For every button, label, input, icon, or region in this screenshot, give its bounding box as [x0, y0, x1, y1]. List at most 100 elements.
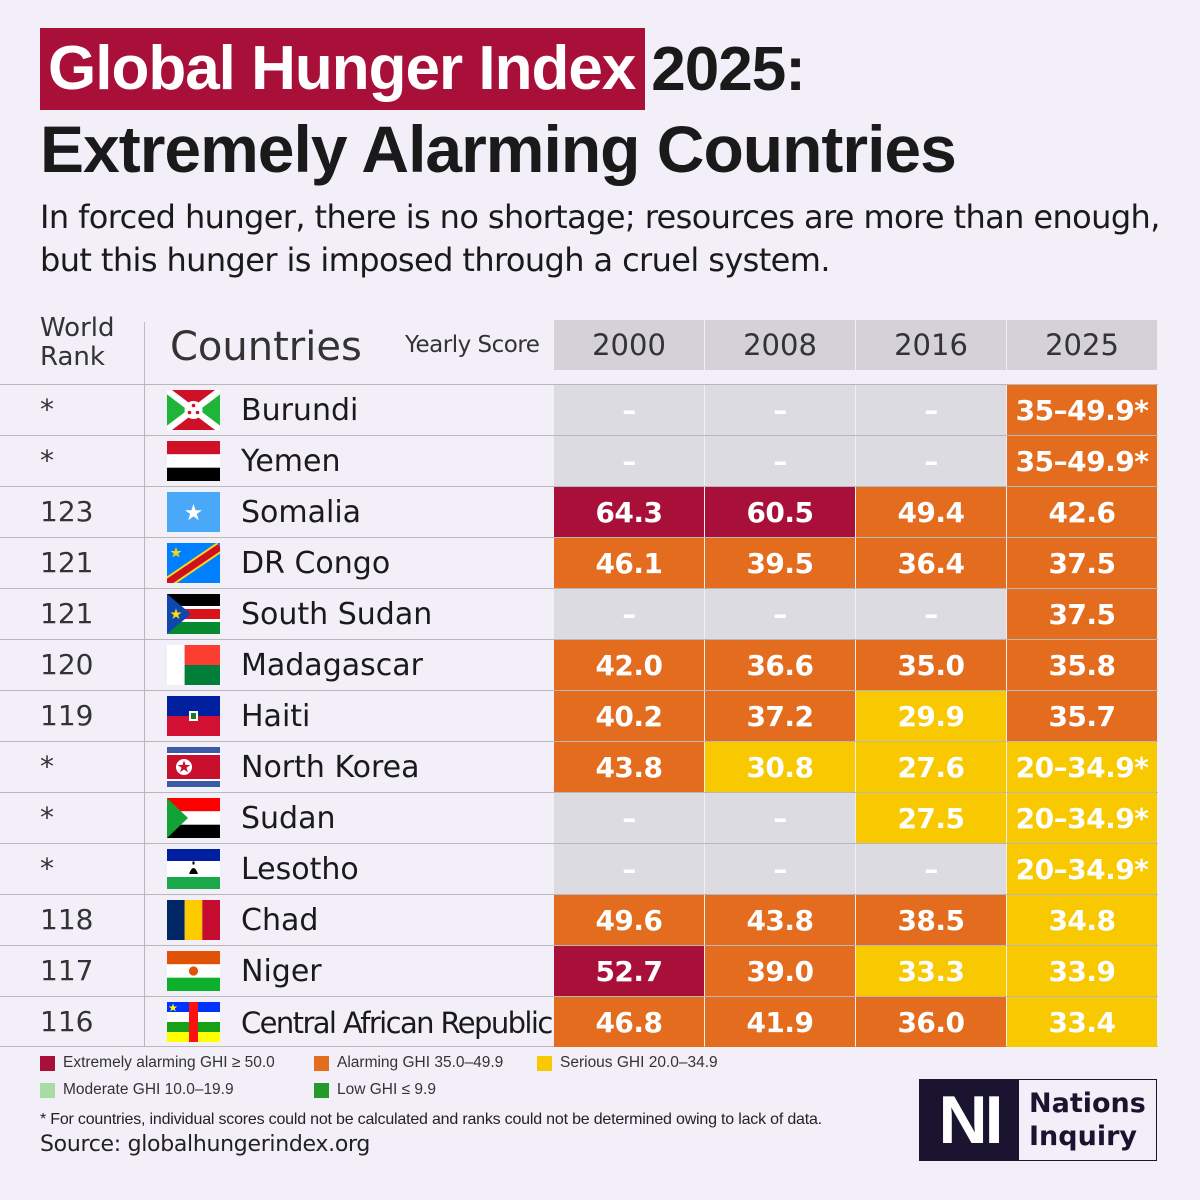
- score-table: * Burundi – – –35–49.9* * Yemen – – –35–49.9* 123 S…: [0, 384, 1158, 1047]
- score-cell-2000: –: [554, 844, 704, 894]
- score-cell-2016: 27.6: [856, 742, 1006, 792]
- score-cell-2008: –: [705, 436, 855, 486]
- world-rank: 117: [40, 954, 94, 987]
- score-cell-2008: 36.6: [705, 640, 855, 690]
- score-cell-2025: 35.8: [1007, 640, 1157, 690]
- score-cell-2008: 39.0: [705, 946, 855, 996]
- table-row: 117 Niger 52.7 39.0 33.3 33.9: [0, 945, 1158, 996]
- header-year-2025: 2025: [1007, 320, 1157, 370]
- legend-swatch: [40, 1082, 55, 1098]
- title-year: 2025:: [651, 34, 806, 104]
- country-name: Lesotho: [241, 852, 359, 887]
- flag-southsudan-icon: [167, 594, 220, 634]
- score-cell-2025: 20–34.9*: [1007, 793, 1157, 843]
- flag-yemen-icon: [167, 441, 220, 481]
- table-row: * Burundi – – –35–49.9*: [0, 384, 1158, 435]
- score-cell-2025: 35.7: [1007, 691, 1157, 741]
- row-divider: [144, 997, 145, 1047]
- header-yearly-score: Yearly Score: [405, 332, 540, 358]
- flag-somalia-icon: [167, 492, 220, 532]
- world-rank: *: [40, 750, 54, 783]
- row-divider: [144, 589, 145, 639]
- row-divider: [144, 946, 145, 996]
- row-divider: [144, 691, 145, 741]
- source: Source: globalhungerindex.org: [40, 1132, 371, 1157]
- table-row: * Yemen – – –35–49.9*: [0, 435, 1158, 486]
- logo-line2: Inquiry: [1029, 1121, 1137, 1152]
- title-highlight: Global Hunger Index: [40, 28, 646, 110]
- footnote: * For countries, individual scores could…: [40, 1111, 822, 1128]
- score-cell-2008: –: [705, 589, 855, 639]
- title-block: Global Hunger Index 2025: Extremely Alar…: [40, 28, 957, 186]
- logo-line1: Nations: [1029, 1088, 1146, 1119]
- score-cell-2008: 60.5: [705, 487, 855, 537]
- score-cell-2016: 38.5: [856, 895, 1006, 945]
- row-divider: [144, 844, 145, 894]
- flag-drcongo-icon: [167, 543, 220, 583]
- country-name: Chad: [241, 903, 319, 938]
- country-name: Madagascar: [241, 648, 423, 683]
- world-rank: 123: [40, 495, 94, 528]
- score-cell-2016: 49.4: [856, 487, 1006, 537]
- flag-madagascar-icon: [167, 645, 220, 685]
- logo-mark: NI: [920, 1080, 1019, 1160]
- score-cell-2016: –: [856, 385, 1006, 435]
- country-name: Niger: [241, 954, 322, 989]
- country-name: Somalia: [241, 495, 362, 530]
- subtitle: In forced hunger, there is no shortage; …: [40, 198, 1160, 279]
- score-cell-2008: 37.2: [705, 691, 855, 741]
- score-cell-2016: 33.3: [856, 946, 1006, 996]
- table-row: 121 South Sudan – – –37.5: [0, 588, 1158, 639]
- header-year-2000: 2000: [554, 320, 704, 370]
- row-divider: [144, 385, 145, 435]
- country-name: Burundi: [241, 393, 359, 428]
- legend-label: Serious GHI 20.0–34.9: [560, 1054, 718, 1071]
- world-rank: 121: [40, 546, 94, 579]
- world-rank: 119: [40, 699, 94, 732]
- score-cell-2008: 39.5: [705, 538, 855, 588]
- header-rank-line2: Rank: [40, 342, 105, 372]
- score-cell-2025: 33.9: [1007, 946, 1157, 996]
- score-cell-2016: 27.5: [856, 793, 1006, 843]
- score-cell-2016: 36.4: [856, 538, 1006, 588]
- score-cell-2008: 43.8: [705, 895, 855, 945]
- table-row: 120 Madagascar 42.0 36.6 35.0 35.8: [0, 639, 1158, 690]
- score-cell-2025: 35–49.9*: [1007, 385, 1157, 435]
- world-rank: *: [40, 852, 54, 885]
- table-row: 116 Central African Republic 46.8 41.9 36.0 3…: [0, 996, 1158, 1047]
- score-cell-2000: 46.1: [554, 538, 704, 588]
- score-cell-2000: –: [554, 436, 704, 486]
- score-cell-2000: 49.6: [554, 895, 704, 945]
- table-row: * North Korea 43.8 30.8 27.6 20–34.9*: [0, 741, 1158, 792]
- world-rank: 116: [40, 1005, 94, 1038]
- score-cell-2016: –: [856, 844, 1006, 894]
- row-divider: [144, 793, 145, 843]
- flag-lesotho-icon: [167, 849, 220, 889]
- header-rank-line1: World: [40, 313, 115, 343]
- score-cell-2025: 42.6: [1007, 487, 1157, 537]
- flag-niger-icon: [167, 951, 220, 991]
- score-cell-2000: 46.8: [554, 997, 704, 1047]
- legend-item-moderate: Moderate GHI 10.0–19.9: [40, 1081, 234, 1099]
- score-cell-2025: 35–49.9*: [1007, 436, 1157, 486]
- score-cell-2016: 35.0: [856, 640, 1006, 690]
- legend-label: Moderate GHI 10.0–19.9: [63, 1081, 234, 1098]
- score-cell-2000: 52.7: [554, 946, 704, 996]
- legend-label: Low GHI ≤ 9.9: [337, 1081, 436, 1098]
- nations-inquiry-logo: NI Nations Inquiry: [919, 1079, 1157, 1161]
- logo-text: Nations Inquiry: [1019, 1080, 1146, 1160]
- row-divider: [144, 640, 145, 690]
- title-line-2: Extremely Alarming Countries: [40, 112, 957, 186]
- country-name: Haiti: [241, 699, 311, 734]
- table-row: 118 Chad 49.6 43.8 38.5 34.8: [0, 894, 1158, 945]
- legend-item-extremely-alarming: Extremely alarming GHI ≥ 50.0: [40, 1054, 275, 1072]
- flag-northkorea-icon: [167, 747, 220, 787]
- world-rank: *: [40, 444, 54, 477]
- row-divider: [144, 895, 145, 945]
- score-cell-2025: 20–34.9*: [1007, 844, 1157, 894]
- table-row: 121 DR Congo 46.1 39.5 36.4 37.5: [0, 537, 1158, 588]
- legend-item-serious: Serious GHI 20.0–34.9: [537, 1054, 718, 1072]
- score-cell-2016: –: [856, 436, 1006, 486]
- header-year-2008: 2008: [705, 320, 855, 370]
- score-cell-2008: –: [705, 385, 855, 435]
